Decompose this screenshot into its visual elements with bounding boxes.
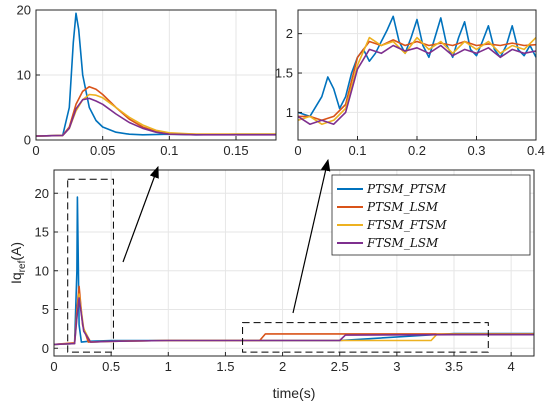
x-tick-label: 0.1 [160, 143, 178, 158]
x-tick-label: 0.2 [408, 143, 426, 158]
y-tick-label: 20 [35, 186, 49, 201]
x-tick-label: 1.5 [216, 359, 234, 374]
y-tick-label: 0 [42, 341, 49, 356]
x-tick-label: 0 [32, 143, 39, 158]
x-tick-label: 2 [279, 359, 286, 374]
y-tick-label: 10 [35, 263, 49, 278]
x-tick-label: 0 [294, 143, 301, 158]
series-line-ftsm-lsm [53, 297, 534, 346]
series-line-ptsm-ptsm [297, 15, 537, 118]
main-plot-frame [53, 169, 535, 357]
main-plot: 0 0.5 1 1.5 2 2.5 3 3.5 4 0 5 10 15 20 PTSM_PTSM PTSM… [8, 169, 535, 401]
zoom-arrow-left [122, 165, 159, 263]
x-tick-label: 2.5 [331, 359, 349, 374]
x-tick-label: 0.05 [90, 143, 115, 158]
series-line-ftsm-lsm [35, 97, 276, 137]
y-tick-label: 20 [17, 3, 31, 18]
x-tick-label: 0.15 [223, 143, 248, 158]
y-tick-label: 1 [286, 105, 293, 120]
x-tick-label: 0.1 [348, 143, 366, 158]
y-axis-label: Iqref(A) [8, 242, 28, 284]
series-line-ftsm-lsm [297, 44, 537, 125]
y-tick-label: 15 [35, 225, 49, 240]
zoom-box-2 [242, 322, 489, 353]
legend: PTSM_PTSM PTSM_LSM FTSM_FTSM FTSM_LSM [331, 174, 531, 256]
y-axis-label-base: Iq [8, 272, 24, 284]
y-tick-label: 0 [24, 133, 31, 148]
legend-label-ptsm-ptsm: PTSM_PTSM [366, 182, 447, 196]
x-tick-label: 1 [165, 359, 172, 374]
y-tick-label: 10 [17, 68, 31, 83]
inset-plot-right: 0 0.1 0.2 0.3 0.4 1 1.5 2 [275, 9, 545, 158]
legend-label-ftsm-lsm: FTSM_LSM [366, 236, 439, 250]
inset-plot-left: 0 0.05 0.1 0.15 0 10 20 [17, 3, 277, 158]
zoom-arrow-right [292, 158, 331, 314]
zoom-box-1 [67, 178, 114, 353]
y-tick-label: 2 [286, 26, 293, 41]
y-axis-label-subscript: ref [17, 260, 28, 272]
y-tick-label: 5 [42, 302, 49, 317]
x-tick-label: 0.4 [527, 143, 545, 158]
y-axis-label-unit: (A) [8, 242, 24, 261]
legend-label-ptsm-lsm: PTSM_LSM [366, 200, 439, 214]
x-tick-label: 4 [508, 359, 515, 374]
y-tick-label: 1.5 [275, 66, 293, 81]
legend-box [331, 174, 531, 256]
x-tick-label: 3 [393, 359, 400, 374]
x-tick-label: 0.3 [467, 143, 485, 158]
series-line-ftsm-ftsm [297, 36, 537, 125]
x-axis-label: time(s) [273, 385, 316, 401]
x-tick-label: 3.5 [445, 359, 463, 374]
series-line-ptsm-lsm [298, 39, 537, 122]
x-tick-label: 0.5 [102, 359, 120, 374]
legend-label-ftsm-ftsm: FTSM_FTSM [366, 218, 447, 232]
x-tick-label: 0 [50, 359, 57, 374]
